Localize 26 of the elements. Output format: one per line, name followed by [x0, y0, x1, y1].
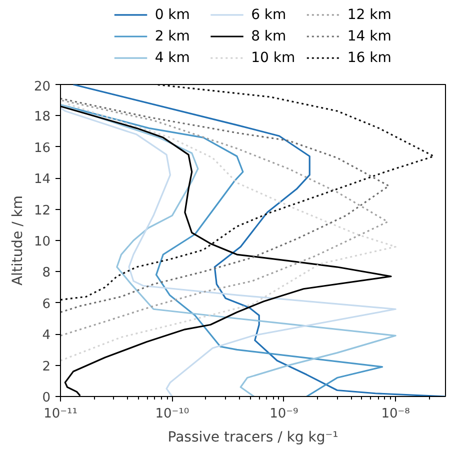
legend-label: 6 km [251, 6, 286, 23]
x-tick-label: 10⁻¹⁰ [155, 406, 190, 422]
x-tick-label: 10⁻¹¹ [44, 406, 78, 422]
legend-label: 10 km [251, 50, 296, 66]
legend-label: 4 km [154, 50, 190, 66]
legend-label: 8 km [251, 28, 286, 44]
x-axis-title: Passive tracers / kg kg⁻¹ [168, 430, 338, 446]
x-tick-label: 10⁻⁹ [270, 406, 298, 422]
y-tick-label: 14 [34, 172, 51, 188]
legend-label: 2 km [154, 28, 190, 44]
y-tick-label: 0 [42, 390, 51, 406]
y-tick-label: 10 [34, 234, 51, 250]
x-tick-label: 10⁻⁸ [381, 406, 410, 422]
y-tick-label: 6 [42, 296, 51, 312]
legend-label: 0 km [154, 6, 190, 23]
legend-label: 16 km [347, 50, 392, 66]
y-tick-label: 12 [34, 203, 51, 218]
y-axis-title: Altitude / km [10, 195, 26, 286]
y-tick-label: 4 [42, 328, 51, 344]
y-tick-label: 2 [42, 359, 51, 374]
y-tick-label: 8 [42, 266, 51, 281]
legend-label: 12 km [347, 6, 392, 23]
y-tick-label: 18 [34, 110, 51, 125]
y-tick-label: 20 [34, 80, 51, 94]
legend-label: 14 km [347, 28, 392, 44]
y-tick-label: 16 [34, 140, 51, 156]
